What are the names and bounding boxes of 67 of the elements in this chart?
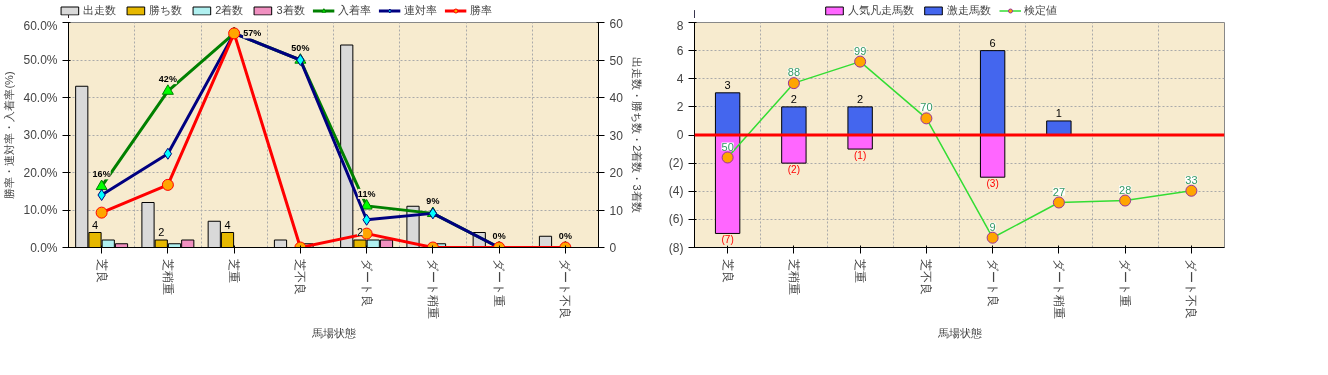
y-tick-label: (4): [668, 184, 684, 199]
x-tick-label: ダート良: [985, 258, 1000, 307]
y-axis-title: 勝率・連対率・入着率(%): [3, 71, 16, 199]
data-label: 50%: [291, 43, 310, 53]
x-axis-title: 馬場状態: [310, 326, 356, 339]
x-tick-label: ダート不良: [1184, 258, 1199, 319]
x-tick-label: 芝不良: [293, 258, 308, 295]
y2-tick-label: 30: [609, 128, 624, 143]
x-tick-label: ダート稍重: [425, 258, 440, 319]
y-tick-label: 40.0%: [23, 90, 58, 105]
y-tick-label: 60.0%: [23, 18, 58, 33]
legend-label: 出走数: [83, 2, 117, 18]
legend-label: 勝ち数: [149, 2, 183, 18]
x-tick-label: ダート重: [1118, 258, 1133, 307]
data-label: 9%: [426, 196, 440, 207]
y2-tick-label: 10: [609, 203, 624, 218]
y-tick-label: 0: [676, 128, 684, 142]
y2-axis-title: 出走数・勝ち数・2着数・3着数: [630, 57, 643, 213]
data-label: 2: [158, 226, 165, 238]
legend-label: 人気凡走馬数: [847, 2, 914, 18]
y-tick-label: (6): [668, 212, 684, 227]
data-label: 99: [854, 44, 867, 57]
data-label: 6: [989, 36, 996, 49]
y-tick-label: 30.0%: [23, 128, 58, 142]
y-tick-label: 8: [676, 18, 684, 33]
data-label: 57%: [243, 28, 262, 39]
y-tick-label: 10.0%: [23, 203, 58, 217]
y2-tick-label: 0: [609, 241, 617, 255]
data-label: 42%: [158, 74, 177, 85]
y-tick-label: (8): [668, 240, 684, 255]
y-tick-label: 0.0%: [30, 240, 58, 255]
data-label: 0%: [558, 230, 572, 241]
x-tick-label: ダート重: [492, 258, 507, 307]
y-tick-label: 4: [676, 71, 684, 86]
x-tick-label: 芝良: [720, 258, 735, 283]
data-label: 0%: [492, 230, 506, 241]
x-tick-label: 芝稍重: [786, 258, 801, 295]
y-tick-label: 2: [676, 99, 684, 114]
legend-label: 勝率: [469, 2, 492, 18]
x-tick-label: 芝重: [227, 258, 242, 283]
y-tick-label: 50.0%: [23, 53, 58, 67]
legend-label: 激走馬数: [946, 2, 991, 18]
x-tick-label: 芝重: [853, 258, 868, 283]
data-label: 11%: [357, 188, 376, 199]
legend-label: 入着率: [337, 2, 371, 18]
data-label: 2: [356, 226, 364, 238]
y2-tick-label: 60: [609, 16, 624, 31]
y-tick-label: 20.0%: [23, 165, 58, 180]
legend-label: 3着数: [276, 2, 305, 18]
data-label: 16%: [92, 169, 111, 180]
x-tick-label: 芝稍重: [160, 258, 175, 295]
y2-tick-label: 40: [609, 91, 624, 105]
y-tick-label: (2): [668, 156, 684, 171]
y2-tick-label: 20: [609, 166, 624, 180]
legend-label: 検定値: [1023, 2, 1057, 18]
x-axis-title: 馬場状態: [936, 326, 982, 339]
legend-label: 連対率: [403, 2, 437, 18]
x-tick-label: 芝良: [94, 258, 109, 283]
y2-tick-label: 50: [609, 53, 624, 68]
data-label: 4: [91, 218, 99, 231]
legend-label: 2着数: [215, 2, 244, 18]
x-tick-label: ダート良: [359, 258, 374, 307]
x-tick-label: 芝不良: [919, 258, 934, 295]
y-tick-label: 6: [676, 43, 684, 58]
data-label: 4: [224, 218, 231, 231]
x-tick-label: ダート不良: [558, 258, 573, 319]
x-tick-label: ダート稍重: [1051, 258, 1066, 319]
